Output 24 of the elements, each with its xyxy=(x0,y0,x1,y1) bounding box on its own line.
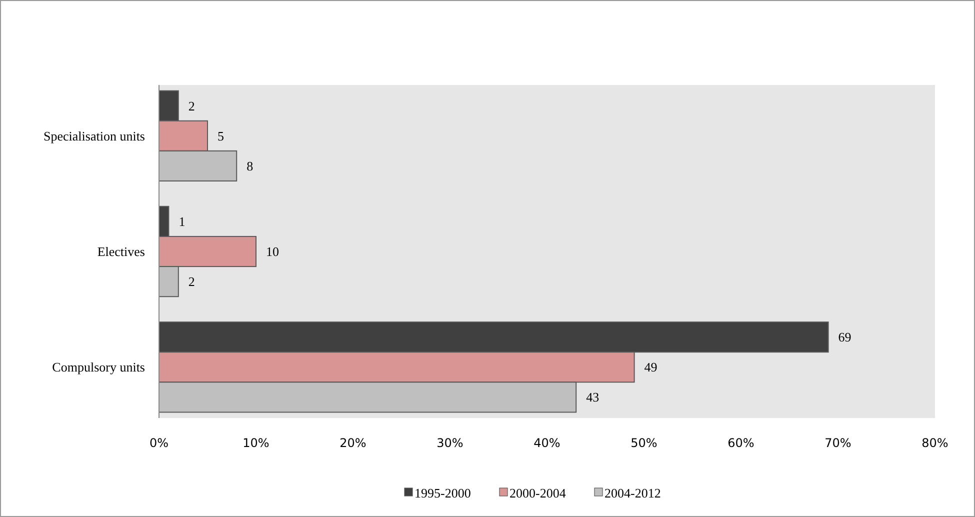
x-tick-label: 0% xyxy=(149,436,169,450)
data-label: 2 xyxy=(188,98,195,114)
y-tick-label: Electives xyxy=(97,244,145,260)
legend-label: 1995-2000 xyxy=(414,486,471,501)
x-tick-label: 80% xyxy=(922,436,948,450)
x-tick-label: 50% xyxy=(630,436,658,450)
data-label: 1 xyxy=(178,214,186,229)
x-tick-label: 10% xyxy=(242,436,270,450)
data-label: 5 xyxy=(218,128,224,144)
y-tick-label: Compulsory units xyxy=(52,360,145,375)
x-tick-label: 30% xyxy=(436,436,464,450)
x-tick-label: 40% xyxy=(534,436,560,450)
data-label: 10 xyxy=(266,244,279,260)
legend-label: 2000-2004 xyxy=(510,486,566,501)
data-label: 8 xyxy=(246,158,254,174)
y-tick-label: Specialisation units xyxy=(44,128,145,144)
data-label: 43 xyxy=(586,390,600,405)
legend-label: 2004-2012 xyxy=(604,486,661,501)
data-label: 49 xyxy=(644,360,658,375)
data-label: 69 xyxy=(838,330,852,345)
x-tick-label: 20% xyxy=(340,436,366,450)
data-label: 2 xyxy=(188,274,195,290)
x-tick-label: 60% xyxy=(728,436,754,450)
x-tick-label: 70% xyxy=(824,436,852,450)
